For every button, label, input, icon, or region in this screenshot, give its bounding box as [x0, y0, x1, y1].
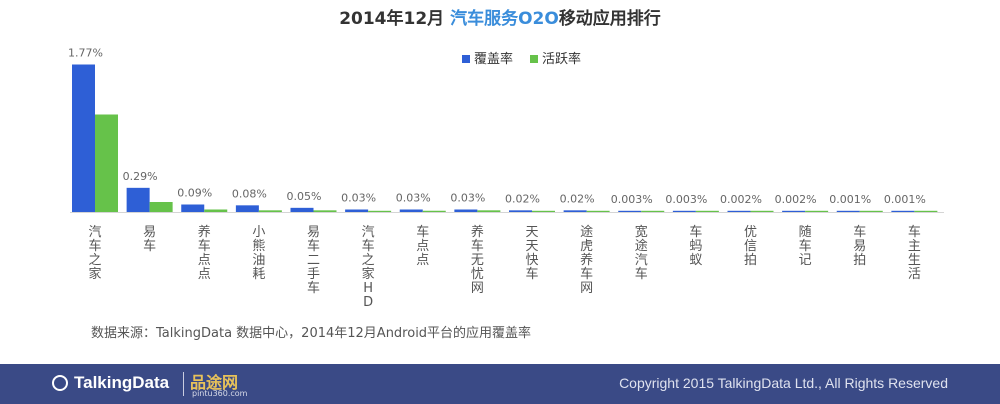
bar-coverage [782, 210, 806, 212]
bar-activity [149, 202, 173, 212]
bar-coverage [345, 209, 369, 212]
bar-activity [695, 210, 719, 212]
bar-activity [532, 210, 555, 212]
data-label: 0.003% [611, 193, 653, 206]
data-label: 0.02% [560, 192, 595, 205]
category-label: 车主生活 [908, 224, 921, 282]
bar-activity [204, 209, 228, 212]
bar-coverage [618, 210, 642, 212]
bar-activity [859, 210, 883, 212]
bar-coverage [399, 209, 423, 212]
category-label: 小熊油耗 [252, 225, 265, 282]
bar-activity [477, 210, 501, 212]
data-label: 0.001% [884, 193, 926, 206]
bar-coverage [181, 204, 205, 212]
bar-coverage [891, 210, 915, 212]
title-prefix: 2014年12月 [339, 9, 451, 29]
category-label: 随车记 [799, 225, 812, 268]
legend-label: 活跃率 [542, 51, 581, 67]
bar-coverage [836, 210, 860, 212]
bar-coverage [563, 210, 587, 212]
chart-title: 2014年12月 汽车服务O2O移动应用排行 [0, 4, 1000, 29]
data-label: 0.09% [177, 187, 212, 200]
data-label: 0.003% [665, 193, 707, 206]
category-label: 车蚂蚁 [689, 224, 702, 268]
title-suffix: 移动应用排行 [558, 9, 661, 29]
bar-activity [805, 210, 829, 212]
partner-logo: 品途网 [190, 373, 239, 392]
category-label: 天天快车 [525, 225, 538, 282]
title-highlight: 汽车服务O2O [450, 9, 559, 29]
data-label: 1.77% [68, 47, 103, 60]
bar-activity [258, 210, 282, 212]
bar-coverage [235, 205, 259, 212]
data-label: 0.001% [829, 193, 871, 206]
category-label: 养车点点 [198, 224, 211, 282]
data-label: 0.03% [341, 192, 376, 205]
category-label: 车易拍 [853, 224, 866, 268]
bar-coverage [509, 210, 532, 212]
bar-activity [750, 210, 774, 212]
bar-coverage [126, 187, 150, 212]
bar-coverage [727, 210, 751, 212]
bar-activity [95, 114, 118, 212]
legend-swatch [462, 55, 470, 63]
category-label: 汽车之家 H D [362, 225, 375, 310]
bar-activity [914, 210, 938, 212]
category-label: 易车 [143, 225, 156, 254]
footer-bar: TalkingData 品途网 pintu360.com Copyright 2… [0, 364, 1000, 404]
category-label: 养车无忧网 [471, 224, 484, 296]
data-label: 0.29% [123, 170, 158, 183]
talkingdata-logo: TalkingData [74, 373, 170, 392]
data-label: 0.08% [232, 187, 267, 200]
data-label: 0.03% [396, 192, 431, 205]
legend-label: 覆盖率 [474, 51, 513, 67]
data-label: 0.02% [505, 192, 540, 205]
category-label: 途虎养车网 [580, 224, 593, 296]
bar-activity [368, 210, 392, 212]
bar-activity [641, 210, 665, 212]
category-label: 易车二手车 [307, 225, 320, 296]
bar-activity [586, 210, 610, 212]
footer-divider [183, 372, 184, 396]
bar-coverage [290, 207, 314, 212]
data-label: 0.05% [287, 190, 322, 203]
data-label: 0.002% [775, 193, 817, 206]
category-label: 车点点 [416, 224, 429, 268]
data-label: 0.002% [720, 193, 762, 206]
category-label: 汽车之家 [88, 225, 101, 282]
talkingdata-logo-icon [52, 375, 68, 391]
partner-url: pintu360.com [192, 389, 248, 398]
legend-swatch [530, 55, 538, 63]
data-source-note: 数据来源：TalkingData 数据中心，2014年12月Android平台的… [91, 326, 532, 341]
category-label: 宽途汽车 [635, 224, 648, 282]
bar-activity [313, 210, 337, 212]
bar-coverage [72, 64, 95, 212]
bar-coverage [672, 210, 696, 212]
data-label: 0.03% [450, 192, 485, 205]
category-label: 优信拍 [744, 225, 757, 268]
bar-activity [422, 210, 446, 212]
bar-coverage [454, 209, 478, 212]
bar-chart: 1.77% 汽车之家 0.29% 易车 0.09% 养车点点 0.08% 小熊油耗 0.05% 易… [68, 47, 944, 310]
copyright-text: Copyright 2015 TalkingData Ltd., All Rig… [619, 375, 948, 391]
